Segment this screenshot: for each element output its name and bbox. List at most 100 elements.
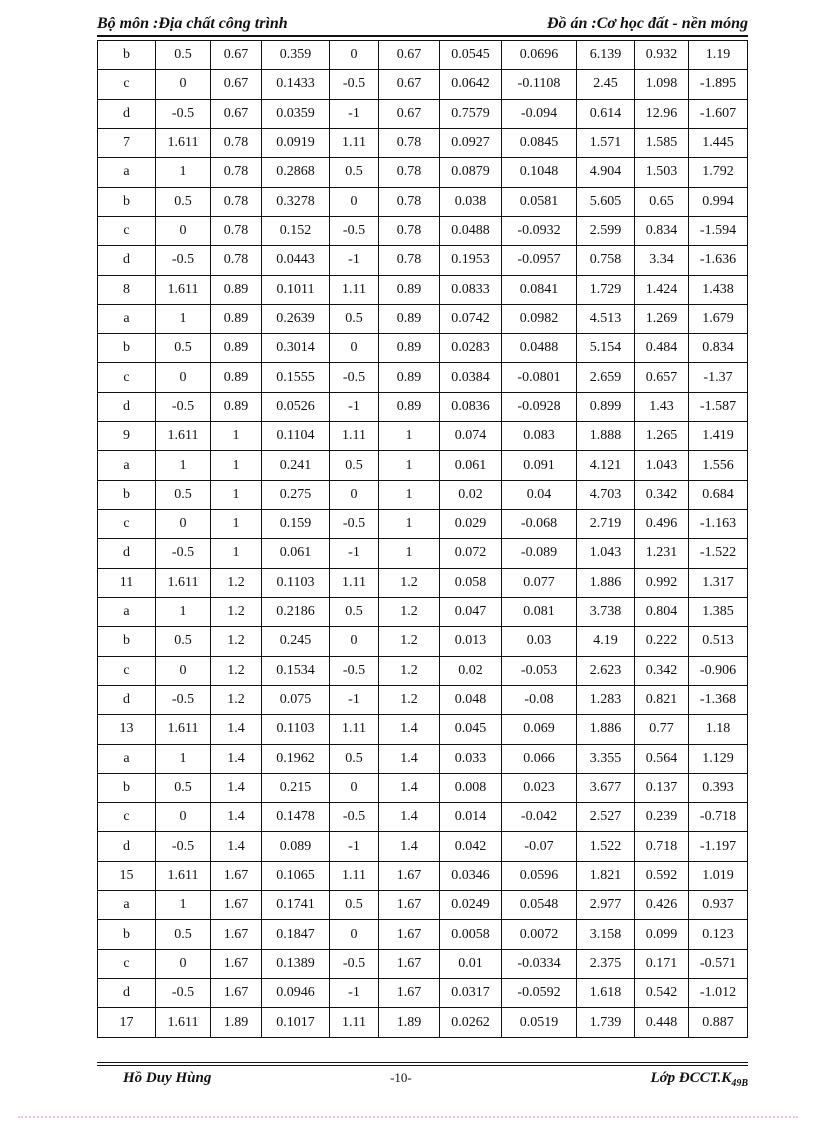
table-cell: 0.67 [210,98,262,129]
table-cell: 0.023 [501,772,577,804]
table-cell: 0.245 [261,626,330,657]
table-cell: 0.937 [688,890,748,921]
footer-page-number: -10- [390,1070,412,1085]
table-cell: 1.4 [378,772,440,804]
table-cell: 4.904 [576,157,635,188]
table-cell: 1.4 [210,743,262,774]
table-cell: 1.4 [210,772,262,804]
table-cell: 2.45 [576,69,635,100]
table-cell: 1.265 [634,421,689,452]
table-cell: a [97,890,156,921]
table-cell: 11 [97,567,156,598]
table-cell: 1 [210,479,262,511]
table-cell: 1.2 [378,596,440,628]
table-cell: 1 [155,450,211,481]
table-cell: 0.1065 [261,860,330,892]
table-row: a 1 1.67 0.1741 0.5 1.67 0.0249 0.0548 2.977 0.42… [97,890,748,921]
table-cell: 0.0359 [261,98,330,129]
table-cell: 0.2186 [261,596,330,628]
table-cell: 0.5 [329,303,379,335]
table-cell: 0.047 [439,596,502,628]
table-cell: 0.0596 [501,860,577,892]
table-cell: 3.34 [634,245,689,276]
table-cell: 1.611 [155,421,211,452]
table-cell: 1.4 [378,802,440,833]
table-cell: 0 [155,215,211,247]
table-cell: b [97,186,156,217]
table-row: c 0 0.67 0.1433 -0.5 0.67 0.0642 -0.1108 2.45 1.0… [97,69,748,100]
table-cell: 1.11 [329,860,379,892]
table-cell: 0.061 [439,450,502,481]
table-cell: 1.2 [378,626,440,657]
table-cell: 0.7579 [439,98,502,129]
table-cell: 1.2 [210,626,262,657]
table-cell: 0.077 [501,567,577,598]
table-cell: -0.5 [329,362,379,393]
table-cell: 1.618 [576,977,635,1009]
table-cell: 12.96 [634,98,689,129]
table-cell: 1.019 [688,860,748,892]
table-cell: -0.5 [329,215,379,247]
table-cell: 0.152 [261,215,330,247]
table-cell: c [97,802,156,833]
table-cell: 0.1103 [261,567,330,598]
table-cell: 1.679 [688,303,748,335]
table-cell: 0.78 [210,186,262,217]
table-cell: 0.78 [378,157,440,188]
table-row: b 0.5 1.67 0.1847 0 1.67 0.0058 0.0072 3.158 0.09… [97,919,748,950]
table-cell: 0.5 [329,890,379,921]
table-row: a 1 1.4 0.1962 0.5 1.4 0.033 0.066 3.355 0.564 1.1… [97,743,748,774]
table-cell: 0.0919 [261,127,330,159]
table-cell: 0.2868 [261,157,330,188]
table-body: b 0.5 0.67 0.359 0 0.67 0.0545 0.0696 6.139 0.932… [97,39,748,1038]
table-cell: 0.215 [261,772,330,804]
table-cell: 0.042 [439,831,502,862]
table-cell: 1.739 [576,1007,635,1038]
table-cell: 0.081 [501,596,577,628]
table-cell: 0.0283 [439,333,502,364]
table-row: c 0 1.67 0.1389 -0.5 1.67 0.01 -0.0334 2.375 0.17… [97,948,748,980]
table-cell: 0.5 [329,743,379,774]
table-cell: 1.729 [576,274,635,305]
table-cell: 2.719 [576,508,635,540]
table-cell: -0.0928 [501,391,577,423]
table-cell: a [97,157,156,188]
table-cell: 0.02 [439,479,502,511]
table-cell: 1 [378,450,440,481]
table-cell: 1.611 [155,567,211,598]
table-cell: 1.043 [634,450,689,481]
table-cell: 0.684 [688,479,748,511]
table-cell: 0.0384 [439,362,502,393]
table-cell: 0.89 [210,274,262,305]
table-cell: 0.758 [576,245,635,276]
data-table: b 0.5 0.67 0.359 0 0.67 0.0545 0.0696 6.139 0.932… [97,39,748,1038]
table-cell: -1.895 [688,69,748,100]
table-cell: 0.1953 [439,245,502,276]
table-cell: 0.0642 [439,69,502,100]
table-cell: 0.1847 [261,919,330,950]
table-cell: 0.075 [261,684,330,716]
table-cell: 0.1433 [261,69,330,100]
table-cell: 0.058 [439,567,502,598]
table-cell: 0.0317 [439,977,502,1009]
table-cell: 5.605 [576,186,635,217]
table-cell: 1.11 [329,567,379,598]
table-cell: 3.738 [576,596,635,628]
table-cell: -1 [329,245,379,276]
table-cell: 1.522 [576,831,635,862]
table-cell: 1.571 [576,127,635,159]
footer-class-sub: 49B [731,1078,748,1089]
table-cell: 0.834 [688,333,748,364]
footer-class-main: Lớp ĐCCT.K [650,1070,732,1086]
table-cell: 0.78 [210,157,262,188]
table-cell: 0.137 [634,772,689,804]
table-row: d -0.5 1.67 0.0946 -1 1.67 0.0317 -0.0592 1.618 0… [97,977,748,1009]
table-cell: -1.37 [688,362,748,393]
table-cell: 0.834 [634,215,689,247]
table-cell: b [97,479,156,511]
table-cell: 0.994 [688,186,748,217]
table-cell: 0 [329,333,379,364]
table-cell: 1.67 [210,860,262,892]
table-cell: 0.342 [634,479,689,511]
table-cell: 0.821 [634,684,689,716]
